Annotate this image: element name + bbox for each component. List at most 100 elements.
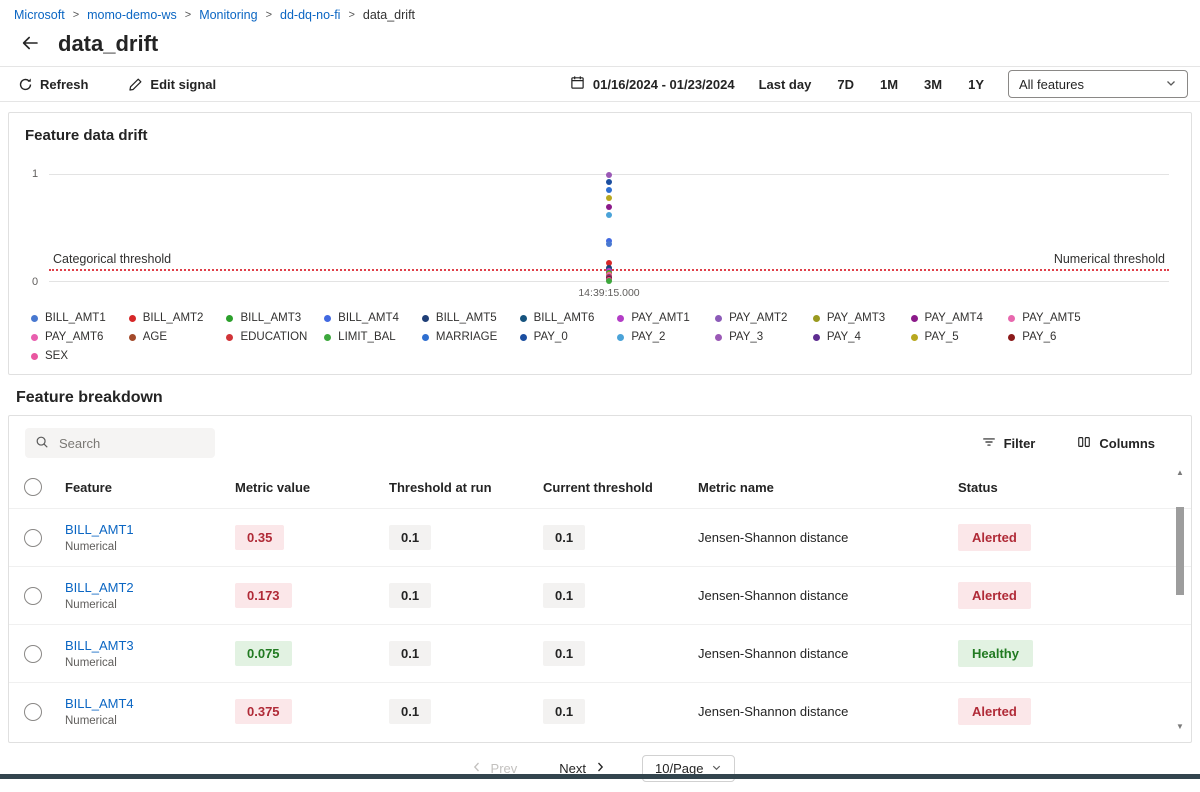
legend-item-BILL_AMT4[interactable]: BILL_AMT4 [324,312,422,324]
data-point-BILL_AMT2[interactable] [606,259,612,266]
breadcrumb-item[interactable]: momo-demo-ws [87,8,177,22]
feature-filter-dropdown[interactable]: All features [1008,70,1188,98]
table-toolbar: Filter Columns [9,416,1191,466]
feature-link[interactable]: BILL_AMT4 [65,696,134,711]
prev-page-button[interactable]: Prev [465,760,524,777]
back-button[interactable] [16,30,44,58]
legend-dot-icon [226,314,234,322]
legend-dot-icon [31,352,38,360]
legend-label: SEX [45,350,69,362]
legend-item-PAY_3[interactable]: PAY_3 [715,331,813,343]
data-point-PAY_5[interactable] [606,195,612,202]
range-button-last-day[interactable]: Last day [755,73,816,96]
legend-item-PAY_AMT5[interactable]: PAY_AMT5 [1008,312,1106,324]
legend-dot-icon [519,333,527,341]
breadcrumb-separator: > [348,9,355,21]
feature-type: Numerical [65,599,117,611]
legend-item-PAY_AMT6[interactable]: PAY_AMT6 [31,331,129,343]
legend-item-BILL_AMT3[interactable]: BILL_AMT3 [226,312,324,324]
scroll-up-icon[interactable]: ▲ [1176,468,1184,477]
metric-value-badge: 0.375 [235,699,292,724]
legend-label: PAY_6 [1022,331,1057,343]
metric-value-badge: 0.173 [235,583,292,608]
legend-item-PAY_AMT2[interactable]: PAY_AMT2 [715,312,813,324]
scrollbar-track[interactable] [1175,478,1185,722]
legend-item-PAY_AMT3[interactable]: PAY_AMT3 [812,312,911,324]
legend-dot-icon [1008,333,1016,341]
legend-dot-icon [910,314,918,322]
scroll-down-icon[interactable]: ▼ [1176,722,1184,731]
legend-item-BILL_AMT2[interactable]: BILL_AMT2 [128,312,227,324]
chevron-down-icon [711,761,722,776]
refresh-button[interactable]: Refresh [12,73,94,96]
row-radio[interactable] [24,586,42,605]
feature-type: Numerical [65,541,117,553]
legend-item-AGE[interactable]: AGE [128,331,227,343]
breadcrumb-item[interactable]: Monitoring [199,8,258,22]
row-radio[interactable] [24,528,42,547]
legend-item-PAY_4[interactable]: PAY_4 [812,331,911,343]
legend-item-PAY_AMT1[interactable]: PAY_AMT1 [617,312,715,324]
legend-dot-icon [324,314,332,322]
legend-item-EDUCATION[interactable]: EDUCATION [226,331,324,343]
edit-signal-label: Edit signal [150,76,217,92]
date-range-picker[interactable]: 01/16/2024 - 01/23/2024 [570,75,735,93]
scrollbar-thumb[interactable] [1176,507,1184,596]
data-point-MARRIAGE[interactable] [606,186,612,193]
data-point-LIMIT_BAL[interactable] [606,278,612,284]
data-point-PAY_0[interactable] [606,179,612,186]
legend-dot-icon [812,314,820,322]
column-header-current-threshold: Current threshold [543,479,653,495]
edit-signal-button[interactable]: Edit signal [122,73,222,96]
feature-data-drift-panel: Feature data drift 1 0 Categorical thres… [8,112,1192,375]
chevron-left-icon [471,761,483,776]
range-button-7d[interactable]: 7D [833,73,858,96]
data-point-PAY_3[interactable] [606,172,612,178]
legend-item-SEX[interactable]: SEX [31,350,129,362]
feature-link[interactable]: BILL_AMT3 [65,638,134,653]
legend-item-PAY_6[interactable]: PAY_6 [1008,331,1106,343]
row-radio[interactable] [24,702,42,721]
status-badge: Alerted [958,582,1031,609]
legend-dot-icon [519,314,527,322]
legend-label: PAY_AMT1 [631,312,690,324]
next-page-button[interactable]: Next [553,760,612,777]
feature-link[interactable]: BILL_AMT2 [65,580,134,595]
data-point-PAY_2[interactable] [606,212,612,219]
search-input[interactable] [57,434,205,452]
legend-label: PAY_AMT3 [826,312,886,324]
legend-item-PAY_AMT4[interactable]: PAY_AMT4 [910,312,1009,324]
calendar-icon [570,75,585,93]
feature-link[interactable]: BILL_AMT1 [65,522,134,537]
legend-item-LIMIT_BAL[interactable]: LIMIT_BAL [324,331,422,343]
x-axis-tick: 14:39:15.000 [578,287,640,299]
search-box[interactable] [25,428,215,458]
range-button-1m[interactable]: 1M [876,73,902,96]
legend-item-PAY_2[interactable]: PAY_2 [617,331,715,343]
breadcrumb-separator: > [265,9,272,21]
legend-item-BILL_AMT5[interactable]: BILL_AMT5 [421,312,520,324]
legend-item-PAY_5[interactable]: PAY_5 [910,331,1009,343]
columns-button[interactable]: Columns [1071,431,1161,456]
table-scrollbar[interactable]: ▲ ▼ [1173,468,1187,732]
arrow-left-icon [20,33,40,56]
data-point-PAY_AMT4[interactable] [606,203,612,210]
breadcrumb-item[interactable]: dd-dq-no-fi [280,8,341,22]
legend-dot-icon [31,314,38,322]
legend-item-PAY_0[interactable]: PAY_0 [519,331,618,343]
breadcrumb-item[interactable]: Microsoft [14,8,65,22]
breadcrumb-separator: > [72,9,80,21]
filter-button[interactable]: Filter [976,431,1042,456]
row-radio[interactable] [24,644,42,663]
range-button-1y[interactable]: 1Y [964,73,988,96]
range-button-3m[interactable]: 3M [920,73,946,96]
select-all-radio[interactable] [24,478,42,496]
prev-label: Prev [490,761,518,776]
data-point-BILL_AMT1[interactable] [606,240,612,247]
legend-item-BILL_AMT6[interactable]: BILL_AMT6 [519,312,618,324]
metric-name: Jensen-Shannon distance [698,530,849,545]
status-badge: Alerted [958,524,1031,551]
legend-item-MARRIAGE[interactable]: MARRIAGE [421,331,520,343]
refresh-icon [18,77,33,92]
legend-item-BILL_AMT1[interactable]: BILL_AMT1 [31,312,129,324]
